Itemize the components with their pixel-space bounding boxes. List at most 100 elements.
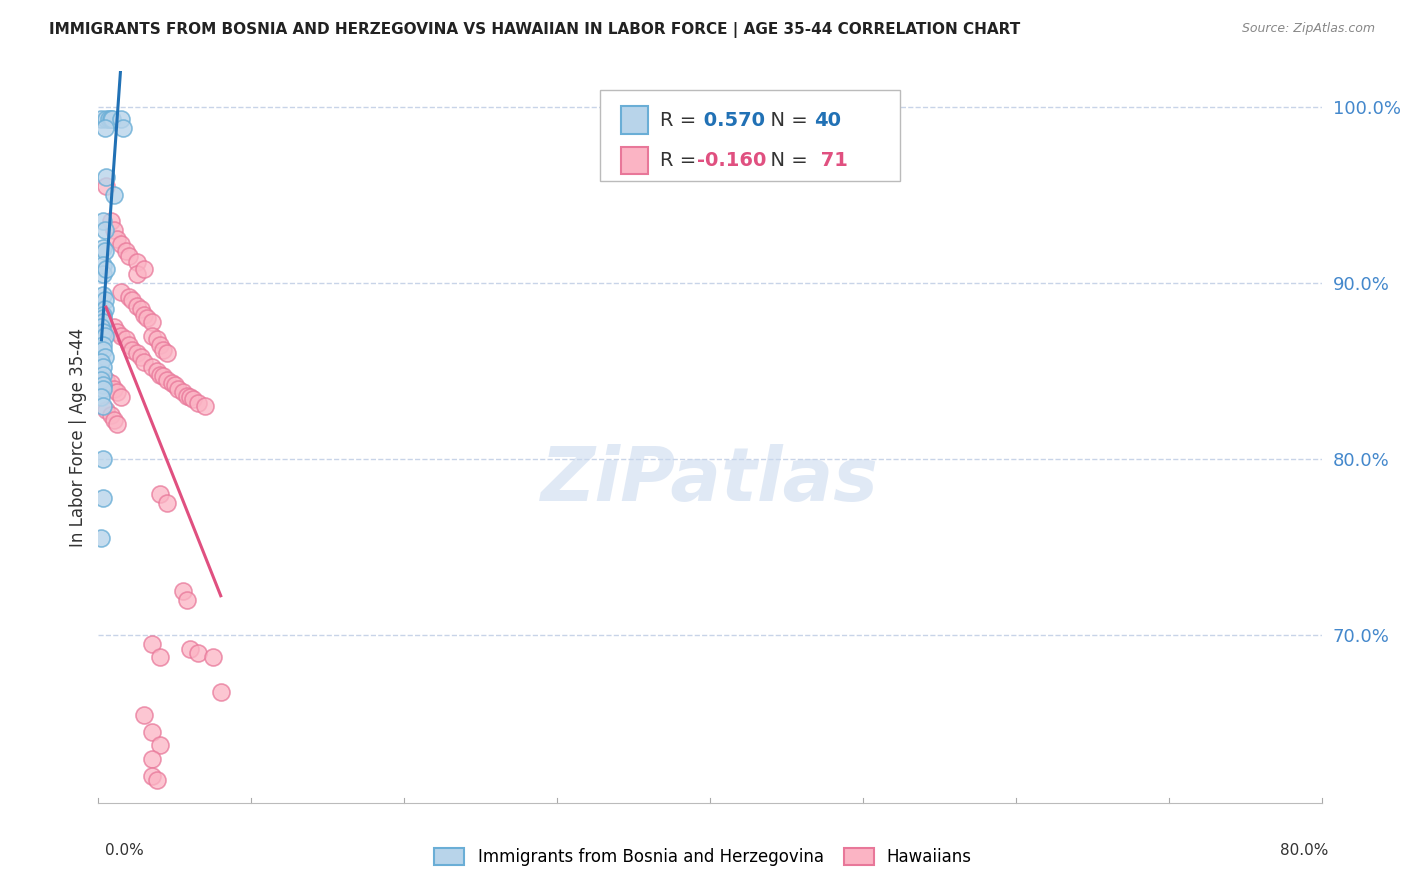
Point — [134, 308, 156, 322]
Point — [141, 637, 163, 651]
Text: 0.570: 0.570 — [696, 111, 765, 129]
Point — [202, 649, 225, 664]
Point — [90, 373, 112, 387]
Text: 40: 40 — [814, 111, 841, 129]
Point — [118, 290, 141, 304]
Point — [149, 337, 172, 351]
Point — [91, 315, 114, 329]
Y-axis label: In Labor Force | Age 35-44: In Labor Force | Age 35-44 — [69, 327, 87, 547]
Text: 80.0%: 80.0% — [1281, 843, 1329, 858]
Point — [118, 249, 141, 263]
Point — [141, 315, 163, 329]
Point — [134, 261, 156, 276]
FancyBboxPatch shape — [620, 146, 648, 175]
Point — [93, 223, 115, 237]
Point — [187, 646, 209, 660]
Point — [156, 346, 179, 360]
Point — [156, 496, 179, 510]
Point — [118, 337, 141, 351]
Point — [181, 392, 204, 407]
Point — [121, 343, 143, 357]
Point — [91, 311, 114, 326]
Text: R =: R = — [659, 151, 703, 170]
Point — [91, 360, 114, 375]
Point — [194, 399, 217, 413]
Point — [141, 360, 163, 375]
Point — [110, 237, 132, 252]
Point — [105, 232, 128, 246]
Point — [172, 385, 194, 400]
Point — [91, 399, 114, 413]
Point — [110, 285, 132, 299]
Point — [103, 413, 125, 427]
Text: N =: N = — [758, 151, 814, 170]
Point — [110, 112, 132, 126]
Point — [129, 302, 152, 317]
Text: -0.160: -0.160 — [696, 151, 766, 170]
Point — [91, 308, 114, 322]
Point — [101, 112, 124, 126]
Text: IMMIGRANTS FROM BOSNIA AND HERZEGOVINA VS HAWAIIAN IN LABOR FORCE | AGE 35-44 CO: IMMIGRANTS FROM BOSNIA AND HERZEGOVINA V… — [49, 22, 1021, 38]
Legend: Immigrants from Bosnia and Herzegovina, Hawaiians: Immigrants from Bosnia and Herzegovina, … — [427, 841, 979, 873]
Point — [179, 642, 201, 657]
Point — [141, 752, 163, 766]
Point — [94, 178, 117, 193]
Point — [129, 350, 152, 364]
Point — [209, 685, 232, 699]
Point — [149, 649, 172, 664]
Point — [110, 391, 132, 405]
Point — [103, 382, 125, 396]
Point — [103, 320, 125, 334]
Point — [115, 332, 138, 346]
Point — [90, 320, 112, 334]
Point — [121, 293, 143, 308]
Point — [176, 593, 198, 607]
Point — [93, 328, 115, 343]
Point — [141, 725, 163, 739]
Point — [115, 244, 138, 259]
Point — [125, 267, 148, 281]
Point — [91, 258, 114, 272]
Point — [91, 491, 114, 505]
Point — [176, 389, 198, 403]
Point — [90, 355, 112, 369]
Point — [91, 325, 114, 339]
Point — [141, 769, 163, 783]
Point — [91, 214, 114, 228]
Point — [98, 112, 121, 126]
Point — [179, 391, 201, 405]
Point — [91, 288, 114, 302]
Point — [100, 376, 122, 391]
Point — [93, 293, 115, 308]
Point — [125, 254, 148, 268]
Point — [134, 707, 156, 722]
Point — [136, 311, 159, 326]
Point — [94, 170, 117, 185]
Point — [149, 487, 172, 501]
Point — [145, 364, 167, 378]
Point — [152, 343, 174, 357]
Point — [134, 355, 156, 369]
Point — [94, 112, 117, 126]
Point — [110, 328, 132, 343]
Point — [149, 368, 172, 382]
Point — [103, 223, 125, 237]
Text: 0.0%: 0.0% — [105, 843, 145, 858]
Text: Source: ZipAtlas.com: Source: ZipAtlas.com — [1241, 22, 1375, 36]
Text: ZiPatlas: ZiPatlas — [541, 444, 879, 517]
Point — [111, 120, 134, 135]
Point — [91, 343, 114, 357]
Point — [93, 350, 115, 364]
Point — [100, 112, 122, 126]
Text: 71: 71 — [814, 151, 848, 170]
FancyBboxPatch shape — [620, 106, 648, 134]
Point — [91, 241, 114, 255]
Point — [167, 382, 190, 396]
Point — [93, 244, 115, 259]
Point — [149, 738, 172, 752]
Point — [91, 452, 114, 467]
Point — [105, 417, 128, 431]
Point — [105, 385, 128, 400]
Point — [91, 368, 114, 382]
Point — [141, 328, 163, 343]
